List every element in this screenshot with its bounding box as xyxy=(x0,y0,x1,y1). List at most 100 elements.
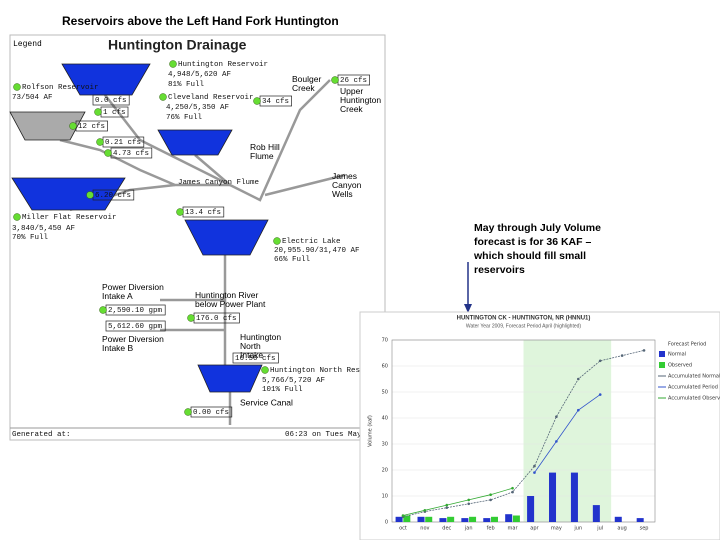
diagram-label: 0.21 cfs xyxy=(105,139,141,147)
point xyxy=(511,490,514,494)
status-dot xyxy=(273,237,281,245)
y-tick-label: 40 xyxy=(382,416,388,422)
status-dot xyxy=(253,97,261,105)
status-dot xyxy=(99,306,107,314)
x-tick-label: jun xyxy=(573,526,582,532)
legend-label: Normal xyxy=(668,352,686,358)
x-tick-label: feb xyxy=(487,526,495,532)
status-dot xyxy=(184,408,192,416)
point xyxy=(467,498,471,502)
bar xyxy=(512,515,520,522)
diagram-label: Huntington River below Power Plant xyxy=(195,290,266,309)
diagram-label: Electric Lake xyxy=(282,238,341,246)
legend-label: Accumulated Normal xyxy=(668,374,720,380)
point xyxy=(642,349,646,352)
streams xyxy=(59,79,346,425)
diagram-label: Service Canal xyxy=(240,397,293,407)
bar xyxy=(447,516,455,522)
point xyxy=(489,498,492,502)
diagram-label: 176.0 cfs xyxy=(196,315,237,323)
annotation: May through July Volume forecast is for 3… xyxy=(473,222,601,276)
legend-swatch xyxy=(659,362,665,368)
diagram-label: James Canyon Wells xyxy=(332,171,362,199)
x-tick-label: jul xyxy=(596,526,603,532)
diagram-label: Cleveland Reservoir xyxy=(168,94,254,102)
diagram-label: Generated at: xyxy=(12,431,71,439)
status-dot xyxy=(104,149,112,157)
diagram-label: Power Diversion Intake A xyxy=(102,282,164,301)
point xyxy=(576,377,580,381)
status-dot xyxy=(187,314,195,322)
point xyxy=(511,486,514,490)
x-tick-label: oct xyxy=(399,526,407,532)
diagram-label: 1 cfs xyxy=(103,109,126,117)
highlight-band xyxy=(523,340,612,522)
diagram-label: 101% Full xyxy=(262,386,303,394)
diagram-label: Boulger Creek xyxy=(292,74,321,93)
status-dot xyxy=(94,108,102,116)
y-tick-label: 30 xyxy=(382,442,388,448)
diagram-label: 13.4 cfs xyxy=(185,209,221,217)
point xyxy=(445,506,449,510)
line xyxy=(402,487,513,516)
diagram-label: 5,766/5,720 AF xyxy=(262,377,325,385)
legend-label: Observed xyxy=(668,363,692,369)
bar xyxy=(549,472,557,522)
slide-title: Reservoirs above the Left Hand Fork Hunt… xyxy=(62,14,339,28)
diagram-label: 34 cfs xyxy=(262,98,289,106)
diagram-label: Rolfson Reservoir xyxy=(22,84,99,92)
value-box xyxy=(92,94,130,106)
diagram-label: 81% Full xyxy=(168,81,205,89)
point xyxy=(555,440,558,443)
x-tick-label: apr xyxy=(530,526,539,532)
point xyxy=(620,354,624,357)
diagram-label: 20,955.90/31,470 AF xyxy=(274,247,360,255)
diagram-label: 4,250/5,350 AF xyxy=(166,104,229,112)
y-tick-label: 0 xyxy=(385,520,388,526)
arrow-head xyxy=(464,304,472,313)
y-tick-label: 70 xyxy=(382,338,388,344)
bar xyxy=(469,516,477,522)
y-tick-label: 20 xyxy=(382,468,388,474)
plot-frame xyxy=(391,339,656,523)
y-axis-label: Volume (kaf) xyxy=(368,415,374,447)
line xyxy=(402,350,645,518)
y-tick-label: 50 xyxy=(382,390,388,396)
bar xyxy=(592,505,600,522)
bar xyxy=(483,518,491,522)
legend-label: Accumulated Period Normal xyxy=(668,385,720,391)
diagram-label: 0.0 cfs xyxy=(95,97,127,105)
diagram-label: Huntington North Intake xyxy=(240,332,281,360)
diagram: Legend Huntington Drainage Huntington Re… xyxy=(9,34,387,441)
point xyxy=(576,408,580,412)
x-tick-label: may xyxy=(551,526,562,532)
bar xyxy=(461,518,469,522)
diagram-label: 3,840/5,450 AF xyxy=(12,225,75,233)
status-dot xyxy=(96,138,104,146)
bar xyxy=(395,516,403,522)
diagram-label: Rob Hill Flume xyxy=(250,142,280,161)
diagram-label: James Canyon Flume xyxy=(178,179,259,187)
point xyxy=(555,415,558,419)
x-tick-label: jan xyxy=(464,526,473,532)
status-dot xyxy=(176,208,184,216)
x-tick-label: sep xyxy=(640,526,649,532)
status-dot xyxy=(159,93,167,101)
x-tick-label: nov xyxy=(420,526,429,532)
y-tick-label: 10 xyxy=(382,494,388,500)
bar xyxy=(425,516,433,522)
diagram-label: Huntington Reservoir xyxy=(178,61,268,69)
status-dot xyxy=(261,366,269,374)
diagram-label: 12 cfs xyxy=(78,123,105,131)
point xyxy=(401,514,405,517)
status-dot xyxy=(331,76,339,84)
diagram-label: Miller Flat Reservoir xyxy=(22,214,117,222)
y-tick-label: 60 xyxy=(382,364,388,370)
point xyxy=(423,509,427,512)
diagram-labels: Huntington Reservoir 4,948/5,620 AF 81% Fu… xyxy=(10,60,387,439)
status-dot xyxy=(13,213,21,221)
line xyxy=(534,394,601,473)
diagram-label: Upper Huntington Creek xyxy=(340,86,381,114)
value-box xyxy=(105,320,166,332)
